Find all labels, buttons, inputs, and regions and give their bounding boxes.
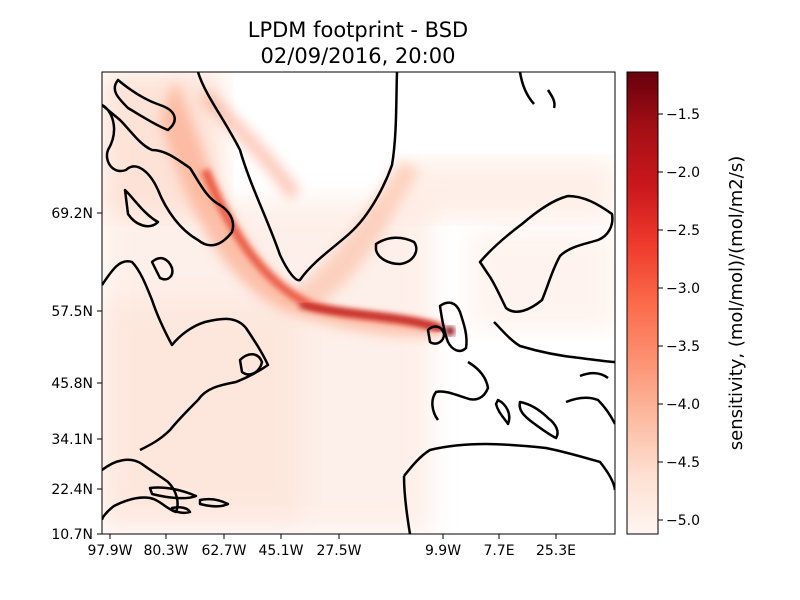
y-tick-label: 57.5N [51, 304, 93, 320]
colorbar-tick-label: −5.0 [666, 513, 700, 529]
map-subtitle: 02/09/2016, 20:00 [260, 44, 456, 68]
x-tick-label: 80.3W [143, 543, 188, 559]
x-tick-label: 7.7E [483, 543, 514, 559]
footprint-field [102, 72, 615, 534]
x-tick-label: 45.1W [258, 543, 303, 559]
y-tick-marks [97, 212, 102, 535]
y-tick-label: 69.2N [51, 206, 93, 222]
colorbar-gradient [626, 71, 659, 535]
map-title: LPDM footprint - BSD [247, 18, 469, 42]
x-tick-label: 97.9W [87, 543, 132, 559]
colorbar-tick-label: −4.0 [666, 397, 700, 413]
y-tick-label: 10.7N [51, 527, 93, 543]
x-tick-label: 62.7W [201, 543, 246, 559]
colorbar-tick-label: −2.5 [666, 223, 700, 239]
colorbar-tick-label: −1.5 [666, 107, 700, 123]
colorbar-tick-label: −3.0 [666, 281, 700, 297]
x-tick-label: 9.9W [425, 543, 461, 559]
map-panel: 69.2N 57.5N 45.8N 34.1N 22.4N 10.7N 97.9… [51, 71, 616, 559]
y-tick-label: 22.4N [51, 482, 93, 498]
y-tick-label: 45.8N [51, 376, 93, 392]
x-tick-marks [109, 534, 557, 539]
x-tick-label: 27.5W [316, 543, 361, 559]
colorbar-tick-label: −4.5 [666, 455, 700, 471]
coastlines [102, 72, 615, 534]
colorbar-tick-label: −2.0 [666, 165, 700, 181]
colorbar-label: sensitivity, (mol/mol)/(mol/m2/s) [726, 156, 747, 450]
x-tick-label: 25.3E [536, 543, 576, 559]
colorbar-tick-marks [658, 113, 663, 521]
colorbar-tick-label: −3.5 [666, 339, 700, 355]
y-tick-label: 34.1N [51, 432, 93, 448]
colorbar: −1.5 −2.0 −2.5 −3.0 −3.5 −4.0 −4.5 −5.0 … [626, 71, 747, 535]
map-frame [101, 71, 616, 535]
